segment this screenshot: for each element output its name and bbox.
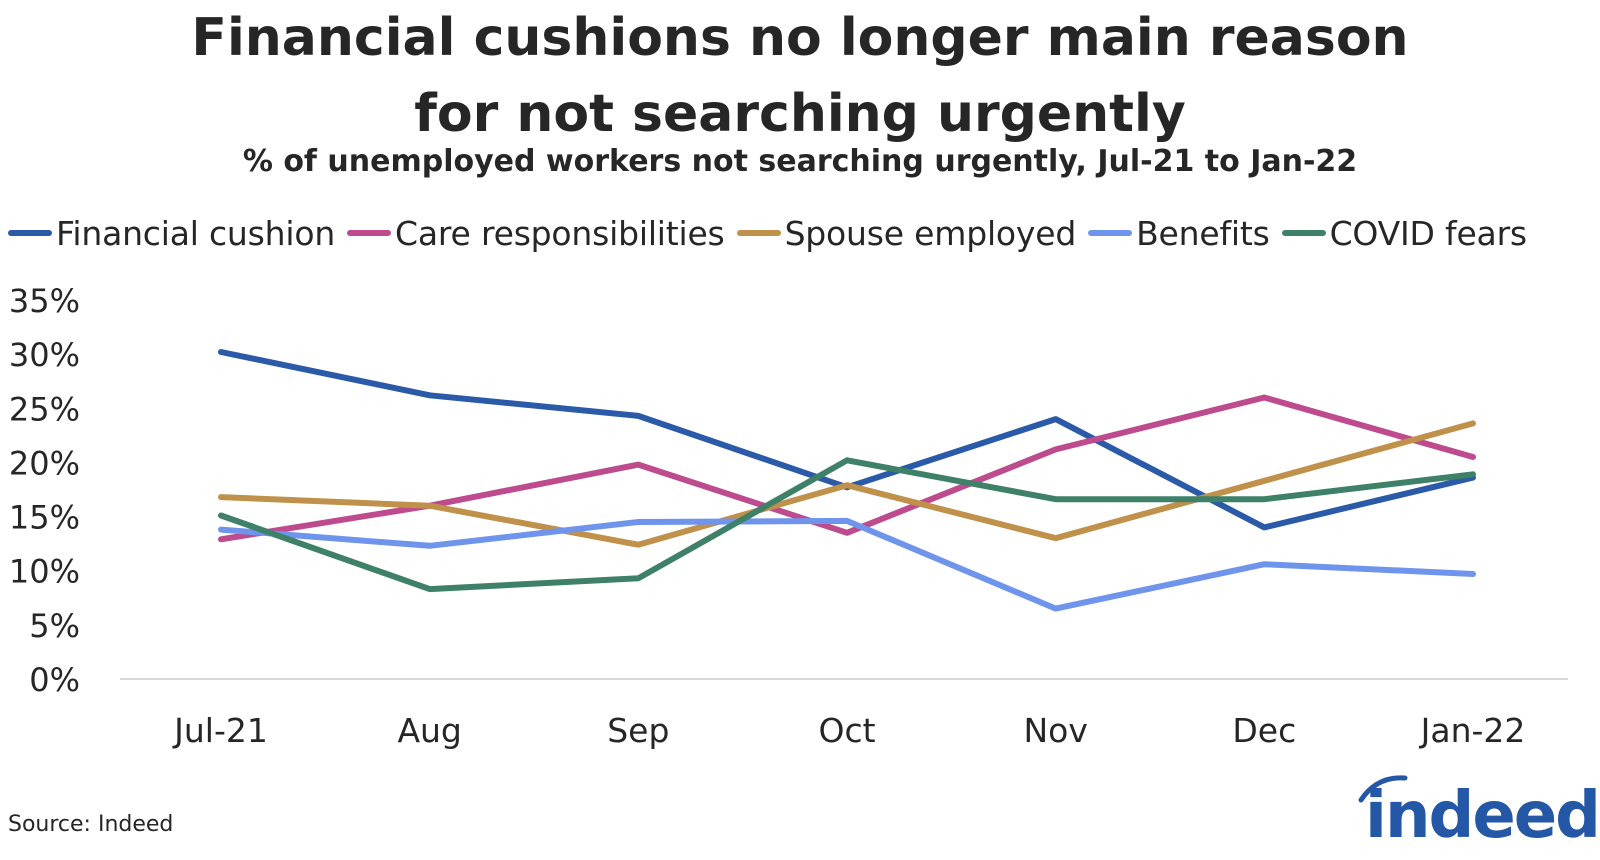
x-tick-label: Oct: [818, 711, 875, 750]
y-tick-label: 30%: [9, 336, 80, 374]
line-chart: 0% 5% 10% 15% 20% 25% 30% 35% Jul-21 Aug Sep Oct No…: [9, 282, 1568, 750]
series-lines: [218, 349, 1476, 612]
legend-item-care-responsibilities: Care responsibilities: [347, 214, 725, 253]
legend-label: COVID fears: [1329, 213, 1528, 253]
x-tick-label: Nov: [1023, 711, 1087, 750]
x-tick-label: Dec: [1232, 711, 1296, 750]
legend-swatch: [1088, 230, 1133, 236]
x-tick-label: Jul-21: [172, 711, 268, 750]
series-line-spouse-employed: [218, 420, 1476, 548]
indeed-logo-text: indeed: [1365, 779, 1600, 853]
legend-item-benefits: Benefits: [1088, 213, 1270, 253]
source-note: Source: Indeed: [8, 812, 174, 837]
x-tick-label: Jan-22: [1419, 711, 1526, 750]
x-tick-label: Aug: [397, 711, 461, 750]
legend-label: Spouse employed: [784, 213, 1077, 253]
y-tick-label: 0%: [29, 661, 80, 699]
legend-swatch: [8, 230, 52, 236]
legend-item-covid-fears: COVID fears: [1281, 213, 1528, 253]
chart-title: Financial cushions no longer main reason…: [0, 0, 1600, 152]
y-tick-label: 35%: [9, 282, 80, 320]
y-tick-label: 20%: [9, 444, 80, 482]
chart-subtitle: % of unemployed workers not searching ur…: [242, 144, 1358, 179]
indeed-logo: indeed: [1355, 770, 1600, 853]
legend-item-financial-cushion: Financial cushion: [8, 214, 335, 253]
series-line-benefits: [218, 517, 1476, 612]
legend-swatch: [736, 230, 781, 236]
legend-label: Financial cushion: [56, 213, 336, 253]
series-line-financial-cushion: [218, 349, 1476, 531]
series-line-covid-fears: [218, 457, 1476, 593]
indeed-logo-arc-icon: [1358, 775, 1408, 803]
legend-item-spouse-employed: Spouse employed: [736, 213, 1077, 253]
y-tick-label: 5%: [29, 607, 80, 645]
x-tick-label: Sep: [607, 711, 669, 750]
y-tick-label: 25%: [9, 390, 80, 428]
legend-label: Care responsibilities: [395, 213, 725, 253]
y-tick-label: 15%: [9, 499, 80, 537]
legend-swatch: [347, 230, 392, 236]
y-tick-label: 10%: [9, 553, 80, 591]
legend-swatch: [1281, 230, 1326, 236]
y-axis: 0% 5% 10% 15% 20% 25% 30% 35%: [9, 282, 80, 699]
chart-title-line-1: Financial cushions no longer main reason: [191, 8, 1409, 68]
chart-title-line-2: for not searching urgently: [414, 84, 1186, 144]
x-axis: Jul-21 Aug Sep Oct Nov Dec Jan-22: [120, 678, 1568, 750]
legend-label: Benefits: [1136, 213, 1270, 253]
chart-legend: Financial cushion Care responsibilities Sp…: [8, 208, 1600, 258]
